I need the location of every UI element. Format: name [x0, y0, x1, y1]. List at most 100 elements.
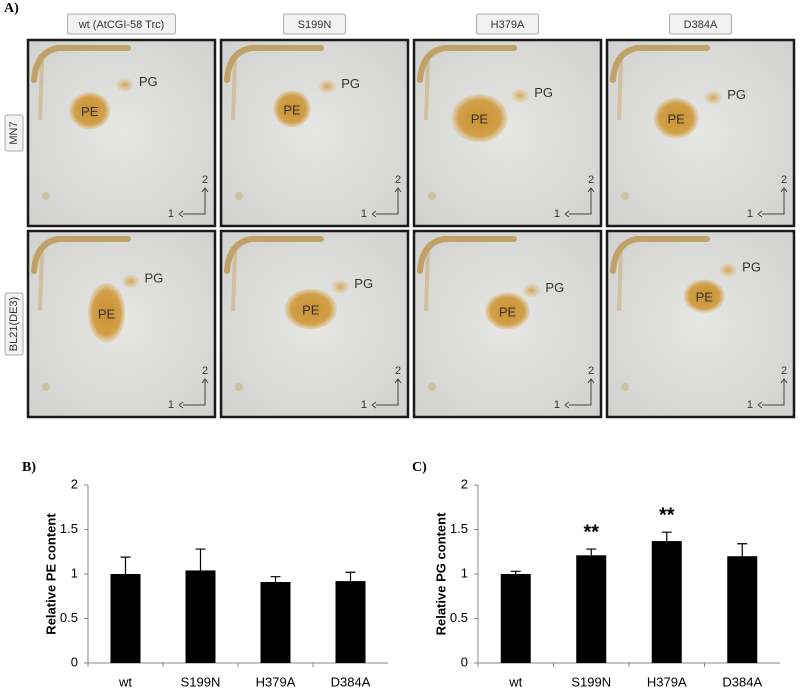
direction-label: 1: [168, 208, 174, 220]
pg-spot: [522, 283, 541, 298]
direction-arrows: [178, 187, 209, 218]
direction-label: 2: [588, 365, 594, 377]
pe-spot: [683, 279, 725, 313]
spot-label: PG: [144, 271, 163, 286]
bar: [651, 541, 682, 663]
spot-label: PE: [499, 304, 517, 319]
origin-spot: [42, 383, 50, 391]
column-label: D384A: [684, 19, 718, 31]
y-axis-label: Relative PG content: [433, 512, 448, 635]
spot-label: PG: [341, 76, 360, 91]
direction-label: 1: [361, 399, 367, 411]
direction-arrows: [371, 187, 402, 218]
spot-label: PE: [283, 102, 301, 117]
y-tick-label: 2: [71, 476, 78, 491]
origin-spot: [428, 192, 436, 200]
pe-spot: [451, 93, 508, 143]
tlc-plate: PE PG 1 2: [412, 38, 603, 228]
bar: [335, 581, 366, 663]
spot-label: PG: [534, 85, 553, 100]
significance-label: **: [583, 521, 599, 543]
direction-label: 1: [361, 208, 367, 220]
streak: [417, 45, 517, 83]
direction-arrows: [757, 378, 788, 409]
streak: [617, 250, 623, 312]
x-tick-label: wt: [118, 674, 132, 689]
y-tick-label: 1: [461, 565, 468, 580]
direction-label: 2: [588, 174, 594, 186]
x-tick-label: H379A: [256, 674, 296, 689]
streak: [224, 45, 324, 83]
error-bar: [120, 556, 131, 574]
error-bar: [195, 548, 206, 571]
error-bar: [510, 570, 521, 574]
direction-arrows: [564, 187, 595, 218]
column-label: S199N: [298, 19, 332, 31]
row-label-box: [4, 292, 24, 356]
direction-label: 2: [781, 174, 787, 186]
origin-spot: [621, 383, 629, 391]
y-tick-label: 1.5: [450, 521, 468, 536]
streak: [417, 236, 517, 274]
x-tick-label: S199N: [181, 674, 221, 689]
panel-label: B): [22, 460, 36, 475]
origin-spot: [235, 383, 243, 391]
plate: [605, 229, 796, 419]
spot-label: PE: [668, 112, 686, 127]
bar: [110, 574, 141, 663]
spot-label: PG: [139, 74, 158, 89]
streak: [31, 236, 131, 274]
y-tick-label: 1.5: [60, 521, 78, 536]
pe-spot: [87, 283, 126, 343]
row-label-box: [4, 114, 24, 152]
streak: [231, 250, 237, 312]
pg-spot: [719, 263, 738, 278]
streak: [610, 45, 710, 83]
tlc-plate: PE PG 1 2: [219, 229, 410, 419]
pg-spot: [121, 274, 140, 289]
direction-arrows: [178, 378, 209, 409]
direction-label: 2: [781, 365, 787, 377]
y-tick-label: 2: [461, 476, 468, 491]
streak: [38, 250, 44, 312]
tlc-plate: PE PG 1 2: [26, 229, 217, 419]
tlc-plate: PE PG 1 2: [605, 229, 796, 419]
pg-spot: [704, 90, 723, 105]
y-tick-label: 0.5: [450, 610, 468, 625]
streak: [424, 250, 430, 312]
origin-spot: [621, 192, 629, 200]
spot-label: PG: [727, 87, 746, 102]
y-tick-label: 0: [461, 654, 468, 669]
error-bar: [661, 531, 672, 542]
spot-label: PE: [302, 303, 320, 318]
column-label: H379A: [491, 19, 525, 31]
plate: [219, 38, 410, 228]
streak: [617, 59, 623, 121]
direction-label: 1: [747, 208, 753, 220]
direction-label: 2: [202, 365, 208, 377]
pe-spot: [284, 288, 337, 330]
y-axis-label: Relative PE content: [43, 513, 58, 635]
tlc-plate: PE PG 1 2: [219, 38, 410, 228]
streak: [610, 236, 710, 274]
x-tick-label: D384A: [331, 674, 371, 689]
direction-arrows: [371, 378, 402, 409]
direction-label: 1: [554, 208, 560, 220]
error-bar: [586, 548, 597, 556]
pe-spot: [485, 292, 530, 330]
direction-label: 2: [395, 365, 401, 377]
bar: [576, 555, 607, 663]
direction-label: 1: [554, 399, 560, 411]
direction-label: 2: [202, 174, 208, 186]
x-tick-label: H379A: [647, 674, 687, 689]
x-tick-label: D384A: [722, 674, 762, 689]
x-tick-label: S199N: [571, 674, 611, 689]
direction-label: 1: [747, 399, 753, 411]
bar: [185, 570, 216, 663]
panel-label: C): [412, 460, 427, 475]
bar: [500, 574, 531, 663]
spot-label: PG: [545, 280, 564, 295]
spot-label: PE: [471, 112, 489, 127]
column-label: wt (AtCGI-58 Trc): [78, 19, 165, 31]
streak: [231, 59, 237, 121]
